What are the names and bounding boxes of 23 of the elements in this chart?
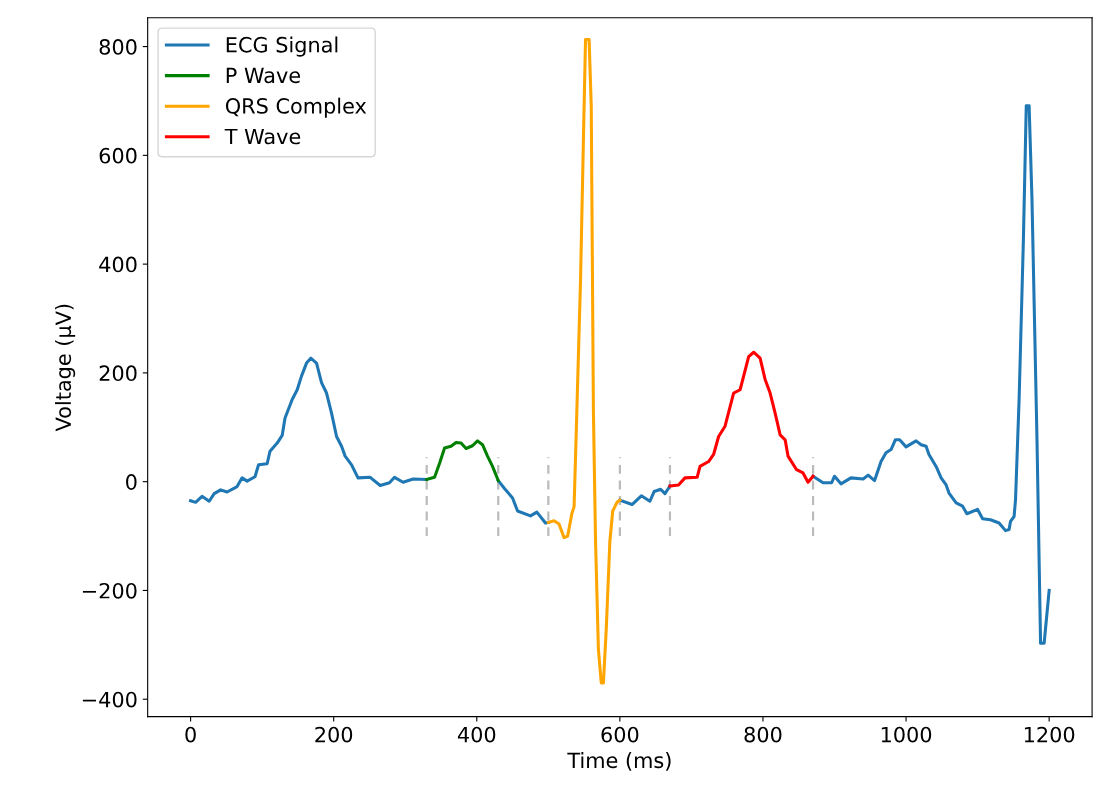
y-tick-label: 800 [99, 39, 137, 55]
x-tick-label: 400 [457, 726, 496, 743]
line-series [668, 350, 815, 488]
y-tick-label: 400 [99, 256, 137, 273]
x-tick-label: 200 [315, 726, 353, 743]
x-tick-label: 1000 [881, 726, 932, 743]
line-series [546, 37, 622, 685]
x-tick-label: 0 [185, 726, 196, 743]
legend-label: P Wave [226, 67, 301, 84]
x-tick-label: 800 [744, 726, 782, 743]
y-tick-label: 200 [99, 365, 137, 382]
x-tick-label: 1200 [1024, 726, 1075, 743]
legend-label: T Wave [224, 128, 301, 145]
y-tick-label: −200 [82, 582, 137, 599]
x-tick-label: 600 [601, 726, 639, 743]
y-tick-label: 600 [99, 147, 137, 164]
line-series [425, 439, 500, 483]
legend-label: QRS Complex [225, 97, 367, 118]
y-tick-label: 0 [126, 474, 137, 490]
legend-label: ECG Signal [226, 36, 338, 57]
y-axis-title: Voltage (µV) [55, 304, 76, 432]
y-tick-label: −400 [82, 691, 137, 708]
x-axis-title: Time (ms) [567, 752, 671, 771]
